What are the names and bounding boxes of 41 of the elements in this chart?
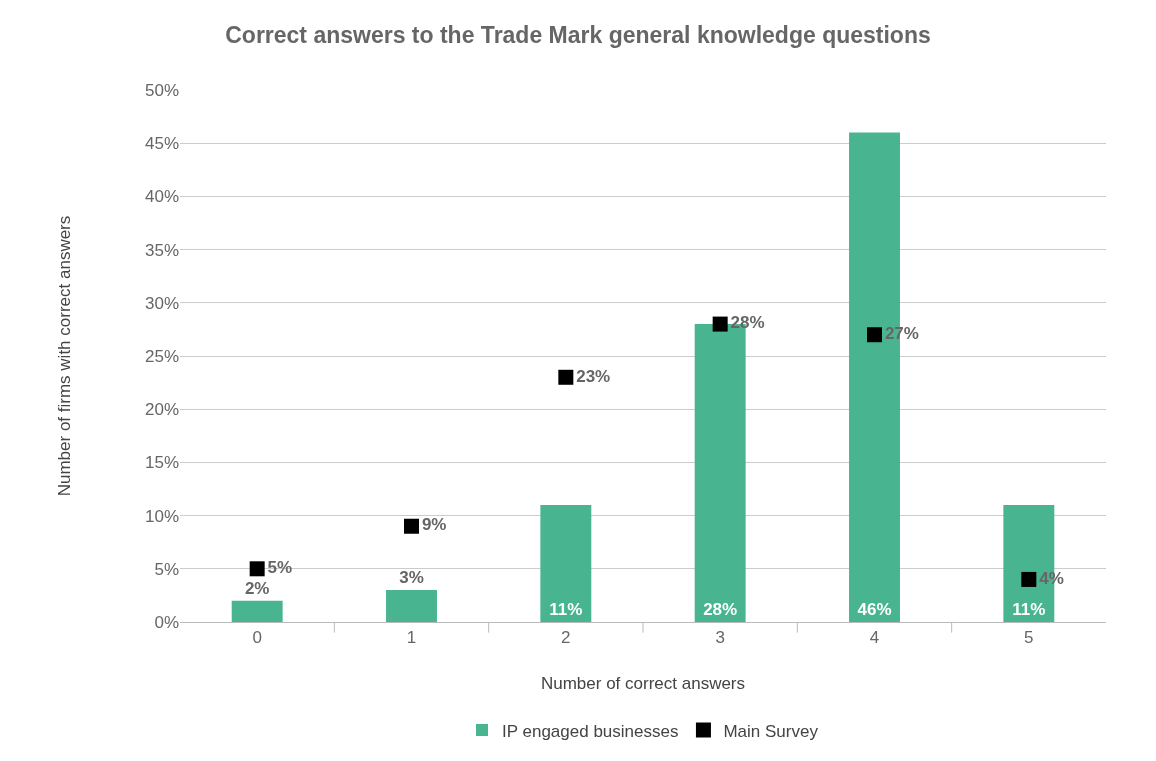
bar	[540, 504, 592, 622]
data-label: 3%	[399, 568, 424, 588]
bar	[231, 600, 283, 622]
data-label: 23%	[576, 366, 611, 386]
y-tick-label: 15%	[144, 453, 179, 473]
y-axis-title: Number of firms with correct answers	[54, 215, 74, 497]
legend-label: Main Survey	[723, 721, 819, 741]
x-tick-label: 5	[1024, 628, 1034, 648]
y-tick-label: 25%	[144, 346, 179, 366]
point	[558, 369, 574, 385]
point	[867, 327, 882, 343]
chart-title: Correct answers to the Trade Mark general knowledge questions	[225, 21, 931, 48]
data-label: 28%	[703, 600, 738, 619]
point	[712, 316, 728, 332]
data-label: 11%	[549, 600, 583, 619]
x-tick-label: 1	[406, 628, 417, 648]
x-axis-title: Number of correct answers	[540, 673, 746, 693]
point	[404, 518, 419, 534]
y-tick-label: 0%	[154, 612, 179, 632]
point	[249, 561, 265, 577]
x-tick-label: 0	[252, 628, 262, 648]
data-label: 11%	[1012, 600, 1046, 619]
x-tick-label: 2	[561, 628, 571, 648]
data-label: 5%	[267, 558, 293, 578]
x-tick-label: 4	[869, 628, 880, 648]
point	[1021, 571, 1037, 587]
y-tick-label: 40%	[144, 187, 179, 207]
data-label: 28%	[730, 313, 765, 333]
y-tick-label: 45%	[144, 134, 179, 154]
y-tick-label: 35%	[144, 240, 179, 260]
data-label: 2%	[244, 578, 270, 598]
data-label: 9%	[421, 515, 447, 535]
y-tick-label: 20%	[144, 400, 179, 420]
y-tick-label: 10%	[144, 506, 179, 526]
legend-label: IP engaged businesses	[502, 721, 679, 741]
y-tick-label: 30%	[144, 293, 179, 313]
y-tick-label: 50%	[144, 80, 179, 100]
data-label: 46%	[857, 600, 892, 619]
x-tick-label: 3	[715, 628, 725, 648]
bar	[386, 590, 437, 622]
y-tick-label: 5%	[154, 559, 179, 579]
